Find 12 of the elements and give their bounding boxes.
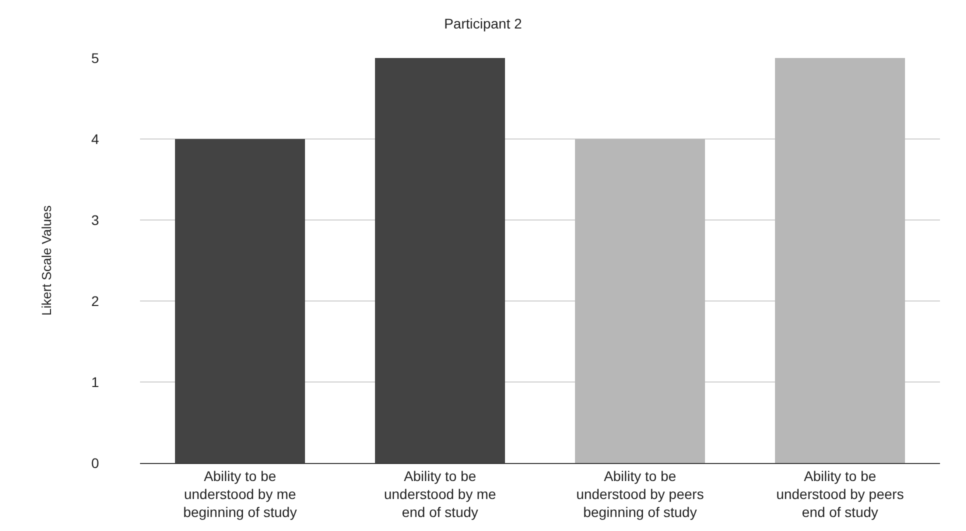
y-tick-label: 3 [91,212,100,228]
chart-title: Participant 2 [444,15,522,32]
x-tick-label: Ability to be understood by peers beginning of study [576,468,704,520]
y-axis-title: Likert Scale Values [39,204,54,316]
x-tick-label: Ability to be understood by me beginning of study [183,468,297,520]
y-tick-label: 1 [91,374,100,390]
x-tick-label: Ability to be understood by me end of study [384,468,496,520]
y-tick-label: 0 [91,454,100,471]
y-tick-label: 5 [91,50,100,66]
y-tick-label: 4 [91,130,100,147]
x-tick-label: Ability to be understood by peers end of study [776,468,904,520]
y-tick-label: 2 [91,292,100,309]
